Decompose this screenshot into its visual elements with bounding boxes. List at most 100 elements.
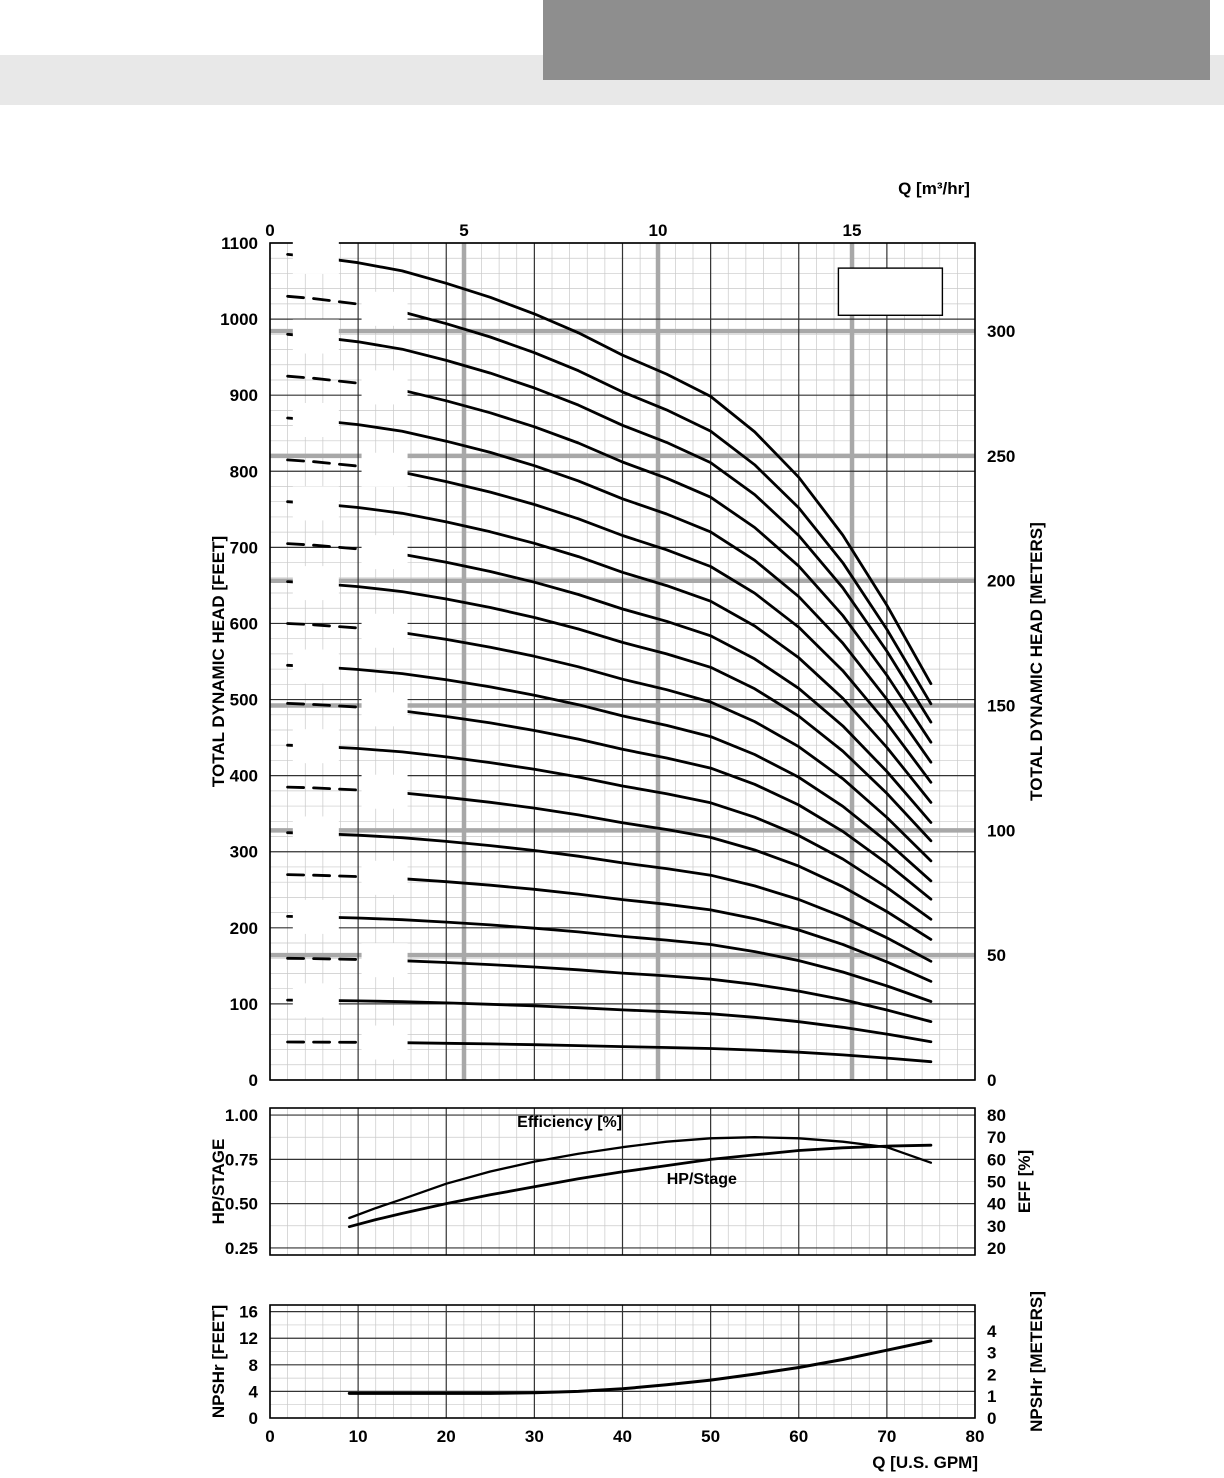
tick-label: 15: [843, 221, 862, 240]
tick-label: 30: [525, 1427, 544, 1446]
main-chart-series: [286, 253, 933, 1064]
power-eff-labels: 1.00 0.75 0.50 0.25 80 70 60 50 40 30 20 HP/STAGE EF…: [209, 1106, 1034, 1258]
tick-label: 1: [987, 1387, 996, 1406]
pump-curve: [400, 631, 933, 863]
stage-label-placeholder: [361, 943, 408, 978]
tick-label: 100: [987, 821, 1015, 840]
stage-label-placeholder: [361, 692, 408, 727]
npsh-left-axis-title: NPSHr [FEET]: [209, 1305, 228, 1418]
stage-label-placeholder: [361, 774, 408, 809]
stage-label-placeholder: [292, 983, 339, 1018]
pump-curve: [286, 332, 933, 724]
pump-curve: [400, 709, 933, 901]
pump-curve: [400, 310, 933, 706]
hp-axis-title: HP/STAGE: [209, 1139, 228, 1225]
stage-label-placeholders: [292, 239, 408, 1060]
main-left-axis-title: TOTAL DYNAMIC HEAD [FEET]: [209, 536, 228, 787]
npsh-labels: 16 12 8 4 0 4 3 2 1 0 NPSHr [FEET] NPSHr [METERS]: [209, 1291, 1046, 1432]
tick-label: 300: [230, 843, 258, 862]
pump-curve: [286, 663, 933, 883]
tick-label: 500: [230, 691, 258, 710]
stage-label-placeholder: [292, 649, 339, 684]
stage-label-placeholder: [292, 899, 339, 934]
tick-label: 3: [987, 1344, 996, 1363]
tick-label: 700: [230, 538, 258, 557]
tick-label: 12: [239, 1329, 258, 1348]
npsh-chart: [269, 1304, 976, 1419]
tick-label: 50: [987, 946, 1006, 965]
pump-curve: [286, 580, 933, 843]
tick-label: 800: [230, 462, 258, 481]
power-eff-chart: Efficiency [%] HP/Stage: [269, 1107, 976, 1256]
tick-label: 8: [249, 1356, 258, 1375]
top-axis-title: Q [m³/hr]: [898, 179, 970, 198]
tick-label: 0.75: [225, 1150, 258, 1169]
tick-label: 10: [649, 221, 668, 240]
stage-label-placeholder: [361, 291, 408, 326]
tick-label: 0: [265, 221, 274, 240]
pump-curve: [286, 831, 933, 963]
tick-label: 20: [437, 1427, 456, 1446]
tick-label: 0: [249, 1409, 258, 1428]
tick-label: 4: [249, 1382, 259, 1401]
eff-axis-title: EFF [%]: [1015, 1150, 1034, 1213]
stage-label-placeholder: [361, 613, 408, 648]
tick-label: 80: [966, 1427, 985, 1446]
npsh-right-axis-title: NPSHr [METERS]: [1027, 1291, 1046, 1432]
tick-label: 1.00: [225, 1106, 258, 1125]
tick-label: 200: [987, 572, 1015, 591]
stage-label-placeholder: [292, 319, 339, 354]
tick-label: 0.50: [225, 1195, 258, 1214]
tick-label: 0: [265, 1427, 274, 1446]
hp-stage-curve: [347, 1143, 933, 1229]
pump-curve: [400, 552, 933, 824]
stage-label-placeholder: [292, 729, 339, 764]
tick-label: 1000: [220, 310, 258, 329]
tick-label: 250: [987, 447, 1015, 466]
pump-curve: [286, 500, 933, 804]
pump-curve: [400, 877, 933, 983]
tick-label: 150: [987, 697, 1015, 716]
stage-label-placeholder: [361, 860, 408, 895]
npsh-curve: [347, 1339, 933, 1395]
pump-curve: [286, 743, 933, 921]
tick-label: 0.25: [225, 1239, 258, 1258]
pump-curve: [286, 416, 933, 764]
tick-label: 60: [789, 1427, 808, 1446]
tick-label: 100: [230, 995, 258, 1014]
x-axis-labels: 0 10 20 30 40 50 60 70 80 Q [U.S. GPM]: [265, 1427, 984, 1472]
tick-label: 400: [230, 767, 258, 786]
tick-label: 0: [987, 1071, 996, 1090]
tick-label: 5: [459, 221, 468, 240]
header-dark-block: [543, 0, 1210, 80]
legend-box: [837, 267, 944, 316]
stage-label-placeholder: [292, 486, 339, 521]
pump-curve: [400, 388, 933, 744]
tick-label: 16: [239, 1303, 258, 1322]
main-right-axis-title: TOTAL DYNAMIC HEAD [METERS]: [1027, 522, 1046, 801]
tick-label: 60: [987, 1150, 1006, 1169]
tick-label: 1100: [221, 234, 258, 253]
main-chart-labels: 0100200300400500600700800900100011000501…: [209, 179, 1046, 1090]
tick-label: 600: [230, 614, 258, 633]
tick-label: 70: [987, 1128, 1006, 1147]
tick-label: 200: [230, 919, 258, 938]
tick-label: 70: [877, 1427, 896, 1446]
efficiency-curve: [348, 1136, 933, 1220]
pump-curve: [286, 915, 933, 1003]
pump-curve: [400, 1041, 933, 1064]
pump-curve: [286, 253, 933, 686]
tick-label: 900: [230, 386, 258, 405]
pump-curve: [286, 998, 933, 1044]
tick-label: 30: [987, 1217, 1006, 1236]
tick-label: 50: [987, 1173, 1006, 1192]
tick-label: 0: [987, 1409, 996, 1428]
tick-label: 2: [987, 1365, 996, 1384]
tick-label: 40: [987, 1195, 1006, 1214]
stage-label-placeholder: [292, 402, 339, 437]
tick-label: 20: [987, 1239, 1006, 1258]
stage-label-placeholder: [292, 566, 339, 601]
tick-label: 0: [249, 1071, 258, 1090]
